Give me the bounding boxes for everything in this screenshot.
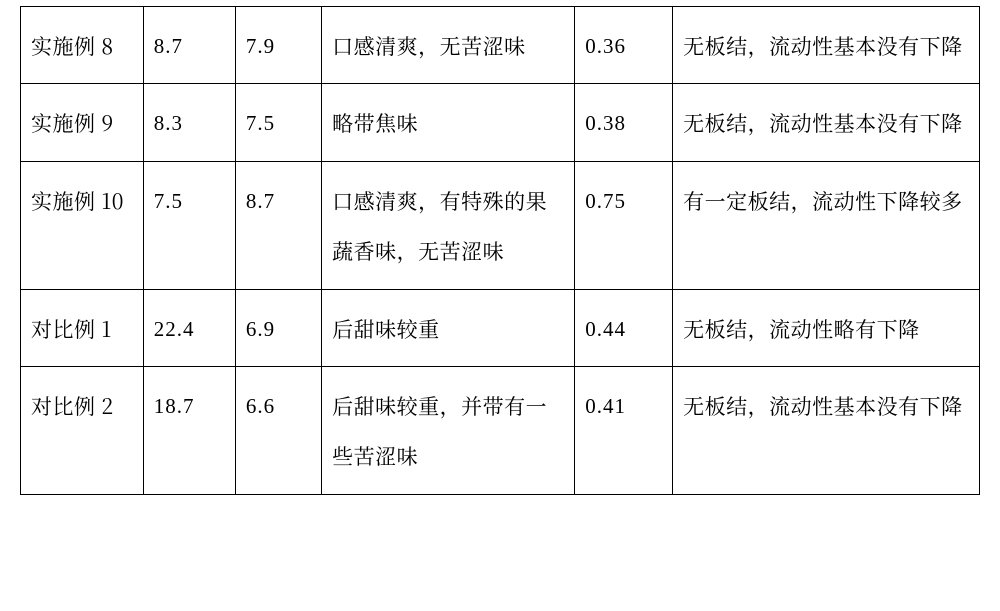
- table-row: 实施例 10 7.5 8.7 口感清爽，有特殊的果蔬香味，无苦涩味 0.75 有…: [21, 161, 980, 289]
- cell-col3: 7.5: [235, 84, 321, 161]
- cell-col6: 无板结，流动性基本没有下降: [673, 84, 980, 161]
- cell-label: 实施例 10: [21, 161, 144, 289]
- table-row: 对比例 1 22.4 6.9 后甜味较重 0.44 无板结，流动性略有下降: [21, 289, 980, 366]
- cell-col2: 8.7: [143, 7, 235, 84]
- cell-col6: 无板结，流动性基本没有下降: [673, 366, 980, 494]
- cell-col4: 略带焦味: [322, 84, 575, 161]
- cell-col6: 无板结，流动性略有下降: [673, 289, 980, 366]
- cell-col4: 口感清爽，无苦涩味: [322, 7, 575, 84]
- cell-col3: 8.7: [235, 161, 321, 289]
- cell-label: 实施例 9: [21, 84, 144, 161]
- cell-col2: 22.4: [143, 289, 235, 366]
- cell-col4: 后甜味较重，并带有一些苦涩味: [322, 366, 575, 494]
- cell-col4: 口感清爽，有特殊的果蔬香味，无苦涩味: [322, 161, 575, 289]
- cell-col3: 6.6: [235, 366, 321, 494]
- cell-col5: 0.38: [575, 84, 673, 161]
- cell-col2: 18.7: [143, 366, 235, 494]
- cell-label: 对比例 1: [21, 289, 144, 366]
- table-row: 实施例 9 8.3 7.5 略带焦味 0.38 无板结，流动性基本没有下降: [21, 84, 980, 161]
- cell-label: 对比例 2: [21, 366, 144, 494]
- cell-col3: 6.9: [235, 289, 321, 366]
- cell-col3: 7.9: [235, 7, 321, 84]
- cell-col2: 8.3: [143, 84, 235, 161]
- cell-col6: 有一定板结，流动性下降较多: [673, 161, 980, 289]
- page: 实施例 8 8.7 7.9 口感清爽，无苦涩味 0.36 无板结，流动性基本没有…: [0, 0, 1000, 611]
- cell-col6: 无板结，流动性基本没有下降: [673, 7, 980, 84]
- cell-col5: 0.44: [575, 289, 673, 366]
- data-table: 实施例 8 8.7 7.9 口感清爽，无苦涩味 0.36 无板结，流动性基本没有…: [20, 6, 980, 495]
- cell-col2: 7.5: [143, 161, 235, 289]
- table-body: 实施例 8 8.7 7.9 口感清爽，无苦涩味 0.36 无板结，流动性基本没有…: [21, 7, 980, 495]
- table-row: 对比例 2 18.7 6.6 后甜味较重，并带有一些苦涩味 0.41 无板结，流…: [21, 366, 980, 494]
- table-row: 实施例 8 8.7 7.9 口感清爽，无苦涩味 0.36 无板结，流动性基本没有…: [21, 7, 980, 84]
- cell-col4: 后甜味较重: [322, 289, 575, 366]
- cell-col5: 0.36: [575, 7, 673, 84]
- cell-col5: 0.41: [575, 366, 673, 494]
- cell-label: 实施例 8: [21, 7, 144, 84]
- cell-col5: 0.75: [575, 161, 673, 289]
